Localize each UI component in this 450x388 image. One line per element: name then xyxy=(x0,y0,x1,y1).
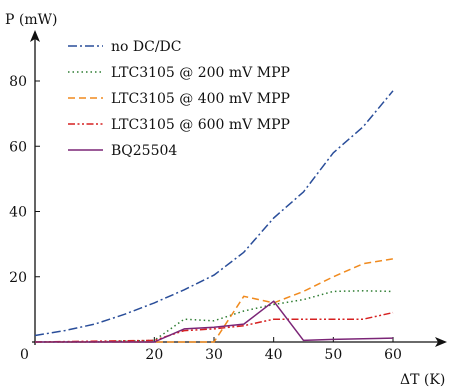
y-tick-label: 40 xyxy=(9,205,27,221)
y-tick-label: 20 xyxy=(9,270,27,286)
origin-label: 0 xyxy=(20,347,29,363)
x-tick-label: 30 xyxy=(205,347,223,363)
legend-label-2: LTC3105 @ 400 mV MPP xyxy=(111,91,290,107)
y-axis-title: P (mW) xyxy=(5,12,57,28)
x-tick-label: 40 xyxy=(265,347,283,363)
series-layer xyxy=(34,90,394,343)
x-axis-title: ΔT (K) xyxy=(400,372,445,388)
y-tick-label: 80 xyxy=(9,74,27,90)
series-line-1 xyxy=(35,290,394,343)
series-line-0 xyxy=(34,90,394,337)
series-line-2 xyxy=(35,258,394,343)
x-tick-label: 20 xyxy=(145,347,163,363)
y-tick-label: 60 xyxy=(9,139,27,155)
legend-label-4: BQ25504 xyxy=(111,143,177,159)
axis-ticks: 20 30 40 50 60 20 40 60 80 xyxy=(9,74,402,363)
legend-label-1: LTC3105 @ 200 mV MPP xyxy=(111,65,290,81)
x-tick-label: 60 xyxy=(384,347,402,363)
series-line-4 xyxy=(35,300,394,343)
legend-label-3: LTC3105 @ 600 mV MPP xyxy=(111,117,290,133)
legend: no DC/DC LTC3105 @ 200 mV MPP LTC3105 @ 40… xyxy=(68,39,290,159)
x-tick-label: 50 xyxy=(324,347,342,363)
legend-label-0: no DC/DC xyxy=(111,39,182,55)
